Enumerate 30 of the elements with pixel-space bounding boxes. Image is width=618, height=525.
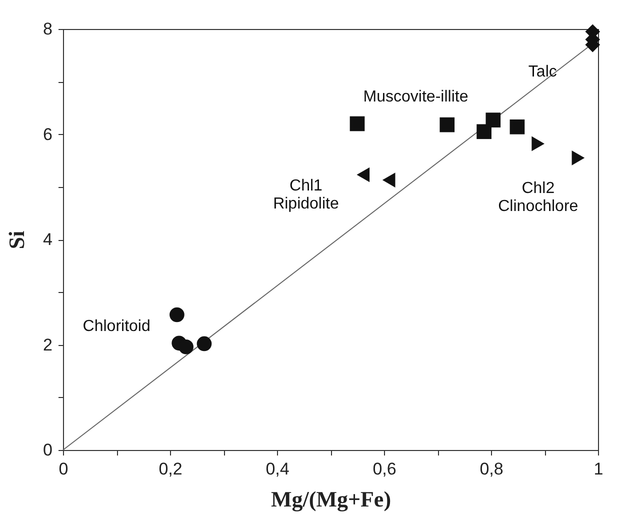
point	[170, 307, 184, 322]
y-tick-label: 0	[43, 440, 52, 460]
text: Talc	[528, 64, 557, 81]
series-label: Chl2 Clinochlore	[498, 180, 578, 215]
point	[178, 339, 194, 354]
point	[356, 167, 370, 182]
point	[382, 172, 396, 188]
x-axis-title: Mg/(Mg+Fe)	[270, 486, 392, 512]
y-tick-label: 8	[43, 20, 52, 38]
point	[196, 336, 212, 352]
x-tick-label: 1	[594, 460, 604, 478]
y-tick-label: 4	[43, 230, 52, 249]
series-label: Chl1 Ripidolite	[273, 177, 339, 212]
point	[486, 112, 501, 128]
point	[350, 116, 365, 132]
y-tick-label: 6	[43, 124, 52, 144]
x-tick-label: 0	[58, 460, 68, 478]
x-tick-label: 0,8	[480, 460, 504, 478]
y-tick-label: 2	[43, 335, 52, 354]
x-tick-label: 0,6	[372, 460, 396, 478]
point	[572, 150, 585, 166]
point	[510, 119, 525, 134]
series-label: Muscovite-illite	[363, 88, 468, 106]
point	[476, 124, 492, 140]
x-tick-label: 0,4	[266, 460, 290, 478]
series-label: Chloritoid	[82, 318, 150, 336]
x-tick-label: 0,2	[158, 460, 182, 478]
point	[440, 117, 455, 132]
y-axis-title: Si	[4, 230, 30, 250]
point	[532, 136, 545, 152]
